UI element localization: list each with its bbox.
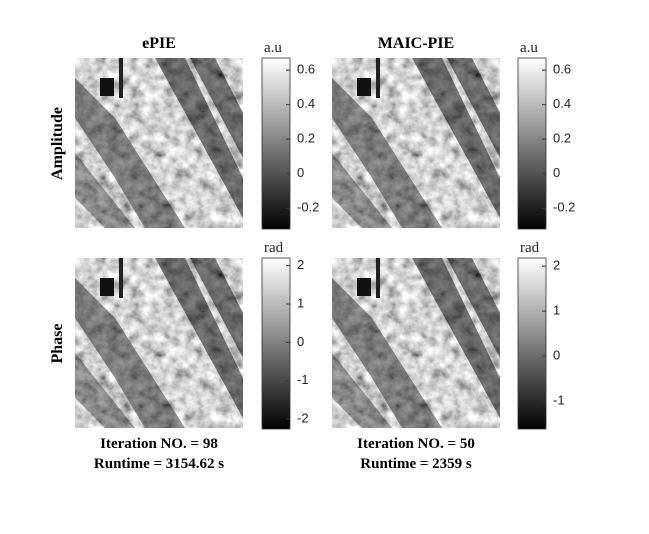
colorbar-unit: rad	[264, 240, 284, 256]
reconstruction-image	[75, 58, 243, 228]
colorbar-tick-label: 0	[297, 334, 304, 349]
colorbar-tick-label: 0.4	[553, 96, 571, 111]
panel-title: ePIE	[142, 35, 176, 52]
colorbar-tick-label: 0	[553, 348, 560, 363]
panel-title: MAIC-PIE	[378, 35, 454, 52]
colorbar-tick-label: -0.2	[297, 200, 319, 215]
colorbar-unit: a.u	[264, 40, 282, 56]
colorbar	[261, 257, 291, 430]
colorbar-tick-label: 0.6	[297, 62, 315, 77]
colorbar	[517, 57, 547, 230]
row-label: Phase	[49, 324, 66, 364]
colorbar-tick-label: 0.6	[553, 62, 571, 77]
colorbar-tick-label: 1	[297, 295, 304, 310]
panel-footer: Runtime = 2359 s	[360, 456, 472, 472]
colorbar	[261, 57, 291, 230]
reconstruction-image	[75, 258, 243, 428]
colorbar	[517, 257, 547, 430]
colorbar-tick-label: 0.4	[297, 96, 315, 111]
colorbar-tick-label: 0	[297, 165, 304, 180]
colorbar-tick-label: -1	[297, 372, 309, 387]
colorbar-tick-label: -2	[297, 410, 309, 425]
panel-footer: Iteration NO. = 98	[100, 436, 218, 452]
colorbar-tick-label: -1	[553, 393, 565, 408]
colorbar-unit: a.u	[520, 40, 538, 56]
colorbar-tick-label: 2	[297, 257, 304, 272]
colorbar-tick-label: -0.2	[553, 200, 575, 215]
colorbar-unit: rad	[520, 240, 540, 256]
colorbar-tick-label: 0.2	[553, 131, 571, 146]
reconstruction-image	[332, 258, 500, 428]
colorbar-tick-label: 1	[553, 303, 560, 318]
colorbar-tick-label: 0	[553, 165, 560, 180]
reconstruction-image	[332, 58, 500, 228]
colorbar-tick-label: 2	[553, 258, 560, 273]
row-label: Amplitude	[49, 107, 66, 180]
colorbar-tick-label: 0.2	[297, 131, 315, 146]
panel-footer: Iteration NO. = 50	[357, 436, 475, 452]
panel-footer: Runtime = 3154.62 s	[94, 456, 224, 472]
